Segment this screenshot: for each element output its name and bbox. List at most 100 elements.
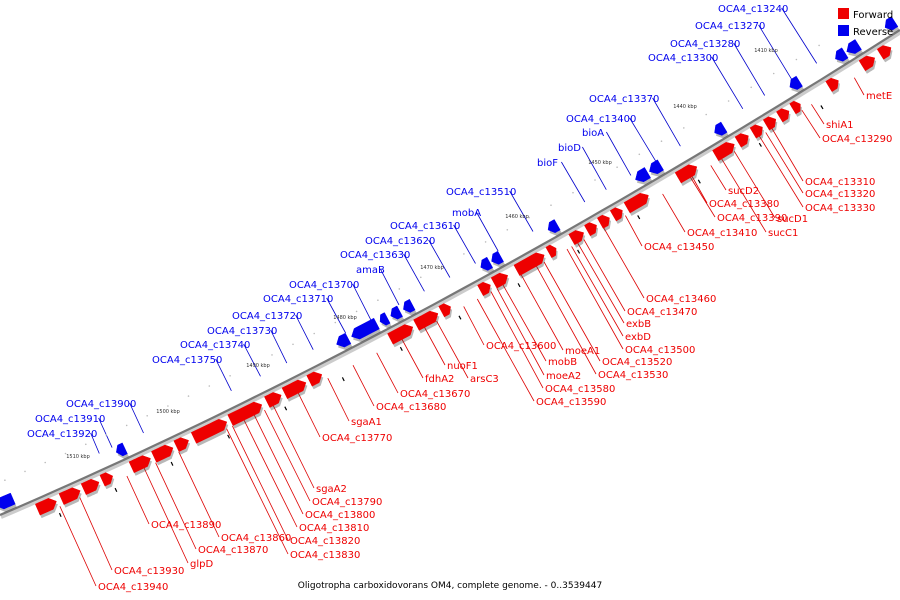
reverse-gene-1[interactable] xyxy=(116,442,128,457)
forward-gene-6[interactable] xyxy=(173,437,189,452)
forward-gene-3[interactable] xyxy=(99,472,114,487)
backbone-line xyxy=(0,29,900,517)
forward-gene-label: OCA4_c13310 xyxy=(805,177,875,188)
reverse-gene-3[interactable] xyxy=(351,317,380,340)
reverse-gene-9[interactable] xyxy=(547,219,561,234)
reverse-gene-10[interactable] xyxy=(635,167,651,183)
track-dot xyxy=(463,253,465,255)
forward-label-leader xyxy=(801,109,821,139)
reverse-label-leader xyxy=(781,7,818,64)
scale-tick-label: 1410 kbp xyxy=(754,48,778,54)
track-dot xyxy=(441,264,444,267)
forward-gene-23[interactable] xyxy=(623,192,649,214)
track-dot xyxy=(594,179,596,181)
scale-tick-label: 1500 kbp xyxy=(156,409,180,415)
forward-gene-label: nuoF1 xyxy=(447,361,478,372)
minor-tick xyxy=(637,215,641,220)
reverse-gene-label: OCA4_c13400 xyxy=(566,114,636,125)
reverse-gene-4[interactable] xyxy=(379,312,391,326)
forward-gene-9[interactable] xyxy=(264,392,282,408)
forward-gene-label: OCA4_c13930 xyxy=(114,566,184,577)
track-dot xyxy=(484,241,487,243)
reverse-gene-15[interactable] xyxy=(846,39,862,54)
forward-gene-16[interactable] xyxy=(490,272,509,289)
forward-gene-label: fdhA2 xyxy=(425,374,454,385)
track-dot xyxy=(250,364,252,367)
reverse-label-leader xyxy=(453,224,476,264)
reverse-gene-16[interactable] xyxy=(884,16,899,31)
track-dot xyxy=(187,395,190,397)
track-dot xyxy=(420,276,422,279)
reverse-label-leader xyxy=(758,24,792,80)
forward-label-leader xyxy=(566,248,624,350)
forward-gene-4[interactable] xyxy=(128,455,151,474)
track-dot xyxy=(772,72,775,75)
track-dot xyxy=(85,443,87,446)
forward-label-leader xyxy=(243,420,298,528)
forward-gene-19[interactable] xyxy=(568,230,585,246)
forward-gene-28[interactable] xyxy=(762,116,777,131)
track-dot xyxy=(550,204,552,206)
forward-gene-label: OCA4_c13870 xyxy=(198,545,268,556)
forward-gene-20[interactable] xyxy=(584,222,597,237)
track-dot xyxy=(64,452,67,455)
track-dot xyxy=(208,385,211,387)
forward-gene-26[interactable] xyxy=(734,133,749,148)
forward-label-leader xyxy=(662,193,686,233)
reverse-gene-7[interactable] xyxy=(480,256,494,271)
reverse-label-leader xyxy=(582,146,607,190)
forward-gene-label: OCA4_c13590 xyxy=(536,397,606,408)
forward-label-leader xyxy=(297,393,321,438)
forward-gene-15[interactable] xyxy=(477,281,491,297)
reverse-gene-14[interactable] xyxy=(835,47,849,62)
gene-labels: metEshiA1OCA4_c13290OCA4_c13310OCA4_c133… xyxy=(27,4,892,593)
forward-gene-27[interactable] xyxy=(749,124,763,139)
track-dot xyxy=(818,44,820,47)
forward-gene-31[interactable] xyxy=(825,77,839,92)
forward-gene-2[interactable] xyxy=(80,478,100,495)
forward-gene-29[interactable] xyxy=(776,108,790,123)
forward-gene-21[interactable] xyxy=(596,214,610,229)
forward-gene-25[interactable] xyxy=(712,142,735,162)
forward-gene-17[interactable] xyxy=(513,252,545,276)
reverse-gene-label: OCA4_c13920 xyxy=(27,429,97,440)
track-dot xyxy=(229,375,231,377)
forward-gene-30[interactable] xyxy=(789,100,801,115)
reverse-gene-13[interactable] xyxy=(789,75,803,90)
forward-label-leader xyxy=(376,352,399,394)
forward-gene-33[interactable] xyxy=(876,45,892,60)
forward-gene-22[interactable] xyxy=(609,207,623,222)
reverse-gene-6[interactable] xyxy=(403,298,416,313)
forward-gene-18[interactable] xyxy=(545,244,557,259)
reverse-gene-0[interactable] xyxy=(0,492,16,510)
forward-gene-11[interactable] xyxy=(306,371,323,387)
minor-tick xyxy=(170,461,174,466)
forward-gene-5[interactable] xyxy=(151,444,174,463)
forward-gene-label: OCA4_c13860 xyxy=(221,533,291,544)
track-dot xyxy=(4,479,6,482)
reverse-gene-11[interactable] xyxy=(649,159,664,175)
forward-gene-1[interactable] xyxy=(58,487,81,505)
reverse-gene-label: OCA4_c13700 xyxy=(289,280,359,291)
forward-gene-32[interactable] xyxy=(858,55,876,72)
forward-gene-8[interactable] xyxy=(227,401,263,426)
forward-gene-10[interactable] xyxy=(281,379,307,400)
genome-caption: Oligotropha carboxidovorans OM4, complet… xyxy=(298,581,602,591)
reverse-gene-label: bioA xyxy=(582,128,604,139)
forward-gene-label: OCA4_c13470 xyxy=(627,307,697,318)
forward-gene-label: OCA4_c13320 xyxy=(805,189,875,200)
forward-gene-14[interactable] xyxy=(438,303,451,318)
forward-gene-13[interactable] xyxy=(413,310,439,331)
forward-gene-24[interactable] xyxy=(674,164,698,184)
reverse-gene-12[interactable] xyxy=(714,121,728,136)
minor-tick xyxy=(58,512,62,517)
track-dot xyxy=(683,127,685,129)
reverse-gene-8[interactable] xyxy=(491,250,504,265)
forward-gene-7[interactable] xyxy=(190,418,228,444)
reverse-gene-2[interactable] xyxy=(336,332,352,348)
reverse-gene-5[interactable] xyxy=(390,305,403,320)
forward-gene-12[interactable] xyxy=(387,324,414,345)
forward-gene-0[interactable] xyxy=(34,498,57,516)
reverse-label-leader xyxy=(270,329,288,364)
